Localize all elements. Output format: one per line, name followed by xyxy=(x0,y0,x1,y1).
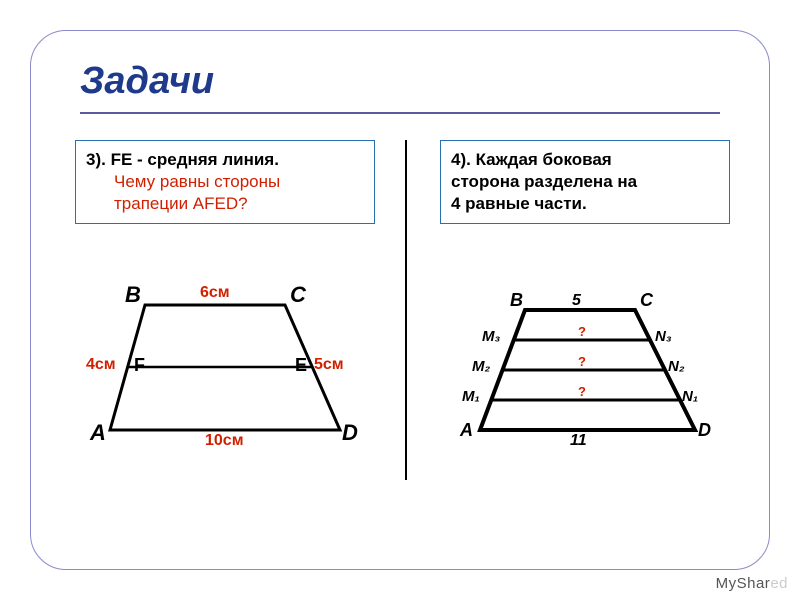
vertex-c: C xyxy=(290,282,306,308)
meas-right: 5см xyxy=(314,356,344,374)
p4-n1: N₁ xyxy=(682,388,698,405)
p4-vertex-c: C xyxy=(640,290,653,311)
point-f: F xyxy=(134,355,145,376)
page-title: Задачи xyxy=(80,60,214,103)
p4-line3: 4 равные части. xyxy=(451,194,587,213)
meas-top: 6см xyxy=(200,284,230,302)
p4-n2: N₂ xyxy=(668,358,685,375)
p4-line2: сторона разделена на xyxy=(451,172,637,191)
p4-bottom-val: 11 xyxy=(570,432,587,450)
p3-label: 3). xyxy=(86,150,106,169)
diagram-trapezoid-afed: A B C D F E 6см 4см 5см 10см xyxy=(90,280,370,460)
title-underline xyxy=(80,112,720,114)
watermark: MyShared xyxy=(716,575,788,592)
p3-line3: трапеции AFED? xyxy=(86,193,248,215)
p4-m3: M₃ xyxy=(482,328,500,345)
p4-m2: M₂ xyxy=(472,358,490,375)
p4-vertex-a: A xyxy=(460,420,473,441)
problem-4-box: 4). Каждая боковая сторона разделена на … xyxy=(440,140,730,224)
vertical-divider xyxy=(405,140,407,480)
p4-m1: M₁ xyxy=(462,388,480,405)
meas-left: 4см xyxy=(86,356,116,374)
vertex-b: B xyxy=(125,282,141,308)
meas-bottom: 10см xyxy=(205,432,244,450)
vertex-a: A xyxy=(90,420,106,446)
diagram-trapezoid-4parts: A B C D M₃ M₂ M₁ N₃ N₂ N₁ 5 11 ? ? ? xyxy=(450,280,720,460)
p4-n3: N₃ xyxy=(655,328,672,345)
p4-top-val: 5 xyxy=(572,292,581,310)
p4-vertex-d: D xyxy=(698,420,711,441)
p4-line1: Каждая боковая xyxy=(476,150,612,169)
p3-line1: FE - средняя линия. xyxy=(111,150,279,169)
point-e: E xyxy=(295,355,307,376)
p3-line2: Чему равны стороны xyxy=(86,171,280,193)
p4-label: 4). xyxy=(451,150,471,169)
watermark-main: MyShar xyxy=(716,575,771,592)
p4-q1: ? xyxy=(578,324,586,339)
watermark-fade: ed xyxy=(770,575,788,592)
p4-q2: ? xyxy=(578,354,586,369)
p4-q3: ? xyxy=(578,384,586,399)
vertex-d: D xyxy=(342,420,358,446)
p4-vertex-b: B xyxy=(510,290,523,311)
problem-3-box: 3). FE - средняя линия. Чему равны сторо… xyxy=(75,140,375,224)
